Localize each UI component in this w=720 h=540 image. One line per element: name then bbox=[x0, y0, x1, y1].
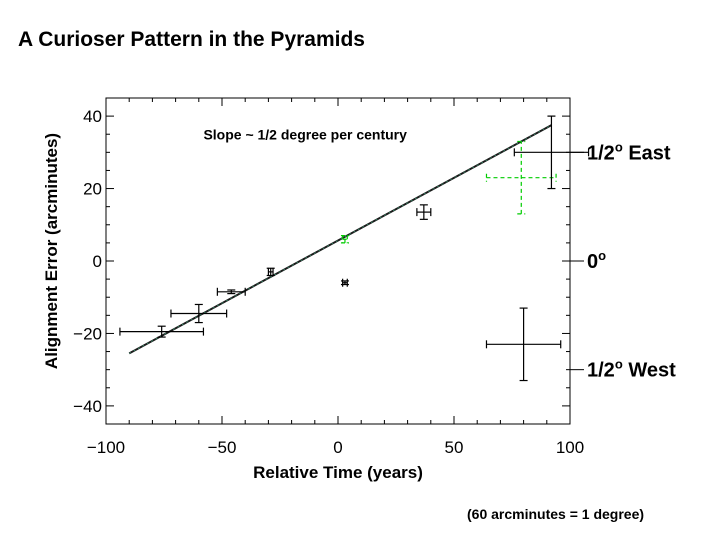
x-tick-label: 50 bbox=[445, 438, 464, 457]
legend-error-bar bbox=[485, 307, 562, 382]
x-tick-label: −50 bbox=[208, 438, 237, 457]
x-tick-label: 100 bbox=[556, 438, 584, 457]
plot-frame bbox=[105, 97, 571, 425]
right-axis-label: 1/2o East bbox=[587, 139, 671, 164]
right-axis-label: 0o bbox=[587, 248, 606, 273]
unit-footnote: (60 arcminutes = 1 degree) bbox=[467, 506, 645, 522]
y-axis-title: Alignment Error (arcminutes) bbox=[42, 133, 61, 369]
point-2 bbox=[170, 303, 228, 324]
point-7 bbox=[416, 204, 432, 220]
y-tick-label: 40 bbox=[83, 107, 102, 126]
y-tick-label: −20 bbox=[73, 324, 102, 343]
y-tick-label: −40 bbox=[73, 397, 102, 416]
y-tick-label: 20 bbox=[83, 180, 102, 199]
fit-line bbox=[128, 124, 552, 355]
point-4 bbox=[266, 267, 275, 277]
point-6 bbox=[340, 235, 349, 244]
point-9 bbox=[513, 115, 590, 190]
x-tick-label: −100 bbox=[87, 438, 125, 457]
slope-annotation: Slope ~ 1/2 degree per century bbox=[203, 127, 407, 143]
right-axis-label: 1/2o West bbox=[587, 357, 676, 382]
point-8 bbox=[485, 140, 557, 215]
point-1 bbox=[119, 325, 205, 338]
point-5 bbox=[340, 278, 349, 287]
x-tick-label: 0 bbox=[333, 438, 342, 457]
point-3 bbox=[216, 287, 246, 296]
y-tick-label: 0 bbox=[93, 252, 102, 271]
x-axis-title: Relative Time (years) bbox=[253, 463, 423, 482]
slide-title: A Curioser Pattern in the Pyramids bbox=[18, 28, 365, 51]
